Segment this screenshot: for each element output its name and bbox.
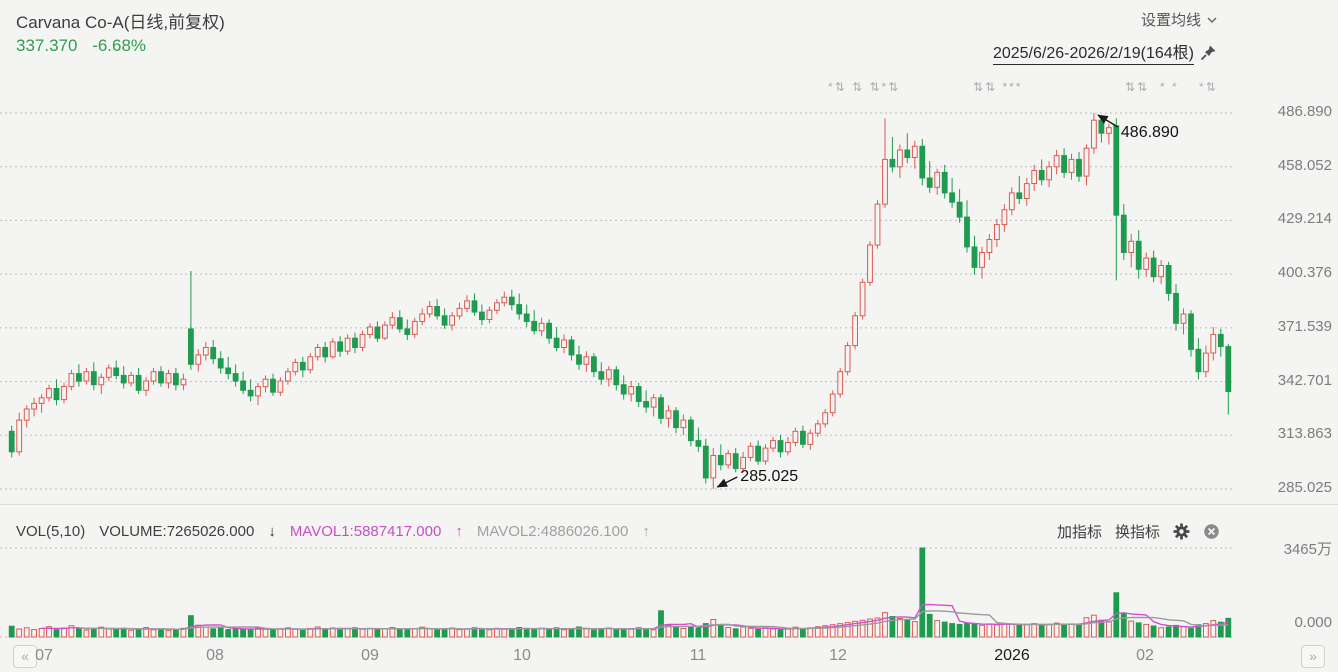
event-marker-icons[interactable]: * *: [1160, 80, 1179, 94]
volume-axis-min: 0.000: [1294, 614, 1332, 631]
event-marker-icons[interactable]: ⇅⇅: [1125, 80, 1150, 94]
high-annotation: 486.890: [1121, 124, 1179, 141]
price-axis-label: 458.052: [1277, 156, 1332, 174]
mavol2-direction-arrow: ↑: [642, 522, 650, 540]
chevron-down-icon: [1207, 16, 1217, 23]
mavol2-value: MAVOL2:4886026.100: [476, 522, 629, 540]
x-axis-label: 2026: [994, 647, 1030, 664]
ma-settings-button[interactable]: 设置均线: [1141, 9, 1218, 30]
volume-indicator-header: VOL(5,10) VOLUME:7265026.000 ↓ MAVOL1:58…: [16, 520, 664, 542]
price-axis-label: 400.376: [1277, 264, 1332, 282]
last-quote: 337.370 -6.68%: [16, 36, 146, 56]
close-indicator-button[interactable]: [1203, 523, 1220, 540]
price-axis-label: 342.701: [1277, 371, 1332, 389]
mavol1-direction-arrow: ↑: [455, 522, 463, 540]
price-axis-label: 429.214: [1277, 210, 1332, 228]
volume-bar-chart[interactable]: [0, 547, 1240, 638]
price-axis-label: 313.863: [1277, 425, 1332, 443]
price-change-percent: -6.68%: [92, 36, 147, 55]
volume-pane-tools: 加指标 换指标: [1057, 520, 1220, 542]
pane-divider: [0, 504, 1338, 505]
event-marker-icons[interactable]: ⇅⇅ ***: [973, 80, 1023, 94]
price-axis-label: 371.539: [1277, 317, 1332, 335]
mavol1-value: MAVOL1:5887417.000: [289, 522, 442, 540]
ma-settings-label: 设置均线: [1140, 12, 1201, 29]
x-axis-label: 07: [35, 647, 53, 664]
event-marker-icons[interactable]: *⇅ ⇅ ⇅*⇅: [828, 80, 901, 94]
mavol2-line: [78, 610, 1229, 630]
page-title: Carvana Co-A(日线,前复权): [16, 13, 225, 32]
x-axis-label: 08: [206, 647, 224, 664]
volume-direction-arrow: ↓: [268, 522, 276, 540]
close-icon: [1204, 523, 1219, 539]
date-range-link[interactable]: 2025/6/26-2026/2/19(164根): [992, 39, 1194, 65]
volume-value: VOLUME:7265026.000: [99, 522, 255, 540]
volume-axis-max: 3465万: [1283, 541, 1332, 558]
x-axis-label: 09: [361, 647, 379, 664]
x-axis-label: 02: [1136, 647, 1154, 664]
scroll-left-button[interactable]: «: [13, 645, 37, 668]
date-range-control: 2025/6/26-2026/2/19(164根): [992, 39, 1217, 65]
price-candlestick-chart[interactable]: 486.890 285.025: [0, 75, 1240, 507]
low-annotation: 285.025: [740, 468, 798, 485]
x-axis-label: 11: [689, 647, 707, 664]
x-axis-label: 12: [829, 647, 847, 664]
time-axis: « 07 08 09 10 11 12 2026 02 »: [0, 644, 1338, 672]
scroll-right-button[interactable]: »: [1301, 645, 1325, 668]
pin-icon[interactable]: [1200, 44, 1217, 61]
gear-icon: [1173, 522, 1190, 540]
price-axis-label: 486.890: [1277, 103, 1332, 120]
event-marker-icons[interactable]: *⇅: [1199, 80, 1218, 94]
add-indicator-button[interactable]: 加指标: [1056, 523, 1102, 541]
price-axis-label: 285.025: [1277, 479, 1332, 496]
last-price: 337.370: [16, 36, 78, 55]
indicator-settings-button[interactable]: [1173, 522, 1190, 540]
switch-indicator-button[interactable]: 换指标: [1114, 523, 1160, 541]
x-axis-label: 10: [513, 647, 531, 664]
vol-indicator-label: VOL(5,10): [16, 522, 86, 540]
